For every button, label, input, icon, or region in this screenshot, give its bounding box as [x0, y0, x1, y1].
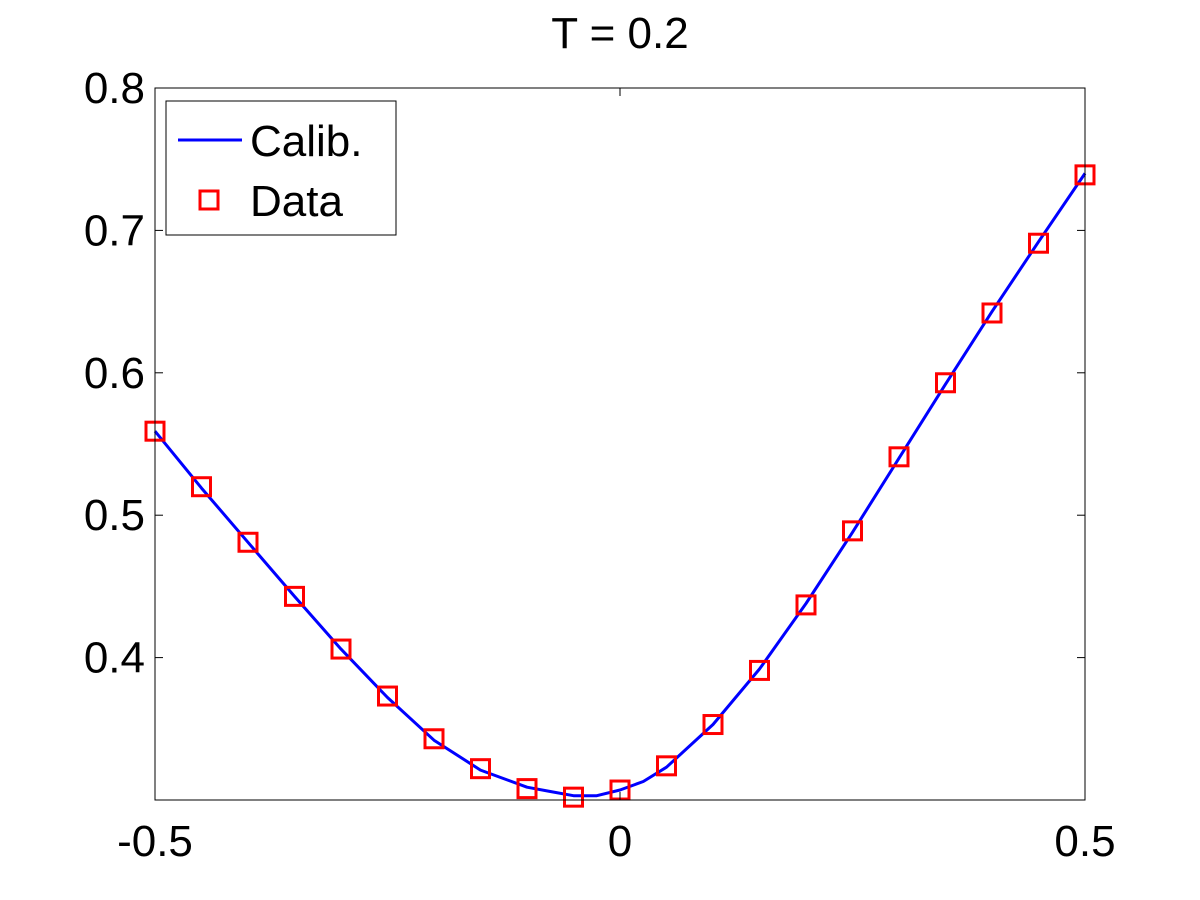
chart-title: T = 0.2	[551, 9, 688, 58]
data-point-marker	[330, 638, 352, 660]
data-point-marker	[563, 786, 584, 808]
x-tick-label: 0	[608, 817, 632, 866]
data-point-marker	[191, 476, 212, 498]
data-point-marker	[423, 728, 445, 750]
y-tick-label: 0.7	[84, 206, 145, 255]
legend: Calib. Data	[165, 100, 397, 236]
data-point-marker	[656, 755, 677, 777]
y-tick-label: 0.5	[84, 491, 145, 540]
data-point-marker	[237, 531, 259, 553]
data-point-marker	[702, 714, 724, 736]
data-point-marker	[795, 594, 817, 616]
legend-label-data: Data	[250, 177, 343, 226]
data-point-marker	[377, 685, 398, 707]
data-point-marker	[842, 520, 863, 542]
data-point-marker	[470, 758, 491, 780]
legend-box	[165, 100, 397, 236]
legend-square-icon	[198, 189, 220, 211]
data-point-marker	[935, 372, 956, 394]
data-point-marker	[284, 585, 305, 607]
legend-label-calib: Calib.	[250, 117, 363, 166]
y-tick-label: 0.4	[84, 634, 145, 683]
tick-layer: -0.5 0 0.5 0.4 0.5 0.6 0.7 0.8	[84, 64, 1116, 866]
x-tick-label: -0.5	[117, 817, 193, 866]
x-tick-label: 0.5	[1054, 817, 1115, 866]
y-tick-label: 0.6	[84, 349, 145, 398]
y-tick-label: 0.8	[84, 64, 145, 113]
data-point-marker	[749, 659, 770, 681]
data-point-marker	[516, 778, 538, 800]
data-point-marker	[981, 302, 1003, 324]
data-point-marker	[888, 446, 910, 468]
data-point-marker	[1028, 232, 1049, 254]
